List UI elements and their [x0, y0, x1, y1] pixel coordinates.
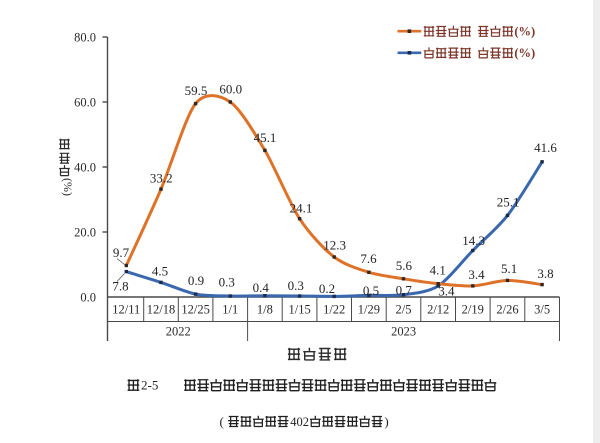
- svg-text:5.6: 5.6: [396, 258, 413, 273]
- svg-text:0.7: 0.7: [396, 283, 413, 298]
- svg-text:3.4: 3.4: [438, 283, 455, 298]
- svg-text:24.1: 24.1: [290, 201, 313, 216]
- svg-text:9.7: 9.7: [113, 245, 130, 260]
- svg-text:0.3: 0.3: [288, 278, 304, 293]
- svg-text:60.0: 60.0: [74, 95, 96, 109]
- svg-text:40.0: 40.0: [74, 160, 96, 174]
- svg-text:12/11: 12/11: [112, 303, 140, 317]
- svg-text:33.2: 33.2: [150, 170, 173, 185]
- svg-text:25.1: 25.1: [497, 195, 520, 210]
- svg-text:5.1: 5.1: [501, 261, 517, 276]
- svg-text:12/25: 12/25: [181, 303, 209, 317]
- svg-text:59.5: 59.5: [185, 83, 208, 98]
- svg-text:3.4: 3.4: [468, 267, 485, 282]
- svg-text:2/5: 2/5: [396, 303, 412, 317]
- svg-text:1/29: 1/29: [358, 303, 380, 317]
- svg-text:): ): [384, 414, 388, 429]
- svg-text:(%): (%): [514, 46, 535, 60]
- svg-text:3/5: 3/5: [534, 303, 550, 317]
- svg-text:2022: 2022: [166, 325, 191, 339]
- svg-text:1/15: 1/15: [288, 303, 310, 317]
- svg-text:7.6: 7.6: [360, 251, 377, 266]
- svg-text:2-5: 2-5: [141, 378, 158, 393]
- svg-text:3.8: 3.8: [537, 266, 553, 281]
- svg-text:1/8: 1/8: [257, 303, 273, 317]
- svg-text:60.0: 60.0: [219, 82, 242, 97]
- svg-text:(: (: [220, 414, 224, 429]
- svg-text:2/26: 2/26: [496, 303, 518, 317]
- svg-text:0.4: 0.4: [253, 280, 270, 295]
- svg-text:0.0: 0.0: [80, 290, 96, 304]
- svg-text:12/18: 12/18: [147, 303, 175, 317]
- svg-text:1/1: 1/1: [222, 303, 238, 317]
- svg-text:2/19: 2/19: [462, 303, 484, 317]
- svg-text:45.1: 45.1: [254, 130, 277, 145]
- svg-text:1/22: 1/22: [323, 303, 345, 317]
- svg-text:2023: 2023: [391, 325, 416, 339]
- svg-text:12.3: 12.3: [323, 237, 346, 252]
- svg-text:2/12: 2/12: [427, 303, 449, 317]
- svg-text:(%): (%): [514, 25, 535, 39]
- svg-text:80.0: 80.0: [74, 30, 96, 44]
- svg-text:(%): (%): [61, 178, 75, 196]
- svg-text:0.3: 0.3: [219, 274, 235, 289]
- svg-text:41.6: 41.6: [534, 140, 557, 155]
- svg-text:0.5: 0.5: [363, 283, 379, 298]
- svg-text:0.2: 0.2: [319, 281, 335, 296]
- svg-text:0.9: 0.9: [188, 273, 204, 288]
- svg-text:14.3: 14.3: [462, 233, 485, 248]
- svg-text:7.8: 7.8: [112, 278, 128, 293]
- svg-text:20.0: 20.0: [74, 225, 96, 239]
- svg-text:402: 402: [290, 415, 309, 429]
- svg-text:4.5: 4.5: [152, 264, 168, 279]
- svg-text:4.1: 4.1: [430, 263, 446, 278]
